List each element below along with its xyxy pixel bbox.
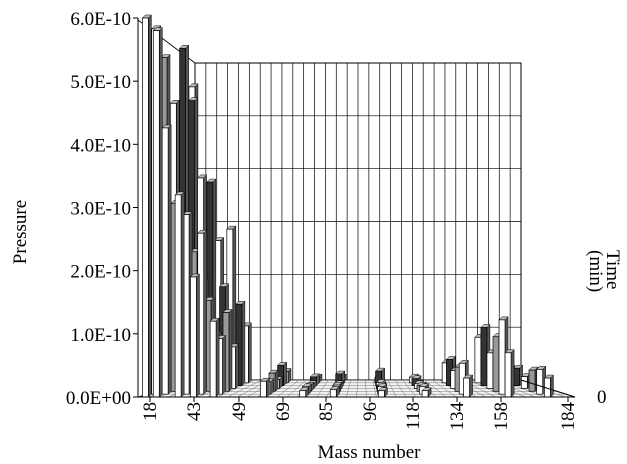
bar-m28-r1 (161, 127, 169, 395)
bar-side-m158-r0 (510, 349, 515, 398)
y-axis-title: Pressure (10, 200, 31, 264)
bar-m49-r0 (209, 320, 217, 398)
bar-m43-r0 (174, 194, 182, 398)
x-tick-labels: 18 43 49 69 85 96 118 134 158 184 (140, 397, 579, 431)
bars-layer (141, 14, 555, 398)
bar-side-m69-r2 (274, 369, 279, 392)
x-axis-title: Mass number (318, 442, 422, 463)
bar-m158-r2 (492, 336, 500, 392)
y-tick-labels: 0.0E+00 1.0E-10 2.0E-10 3.0E-10 4.0E-10 5.0E-… (66, 9, 138, 409)
bar-m158-r5 (474, 336, 482, 384)
x-tick-label: 184 (558, 402, 579, 431)
z-axis-tick-label: 0 (597, 387, 607, 408)
bar-side-m49-r5 (248, 322, 252, 384)
x-tick-label: 96 (360, 402, 381, 421)
bar-side-m18-r0 (148, 14, 152, 398)
bar-side-m44-r1 (203, 229, 207, 395)
bar-m158-r1 (498, 319, 506, 395)
bar-side-m49-r3 (235, 343, 239, 390)
y-tick-label: 1.0E-10 (70, 325, 131, 346)
bar-m152-r0 (463, 377, 470, 398)
x-tick-label: 85 (316, 402, 337, 421)
bar-m118-r0 (378, 390, 385, 398)
bar-side-m49-r4 (241, 300, 246, 387)
x-tick-label: 118 (403, 402, 424, 430)
bar-side-m69-r4 (283, 361, 287, 387)
z-axis-line (520, 379, 576, 398)
z-axis-title-line2: (min) (585, 250, 606, 292)
bar-side-m184-r0 (550, 374, 554, 398)
y-tick-label: 4.0E-10 (70, 135, 131, 156)
bar-m184-r1 (536, 369, 544, 395)
bar-m96-r0 (329, 389, 337, 398)
bar-side-m28-r0 (159, 27, 163, 398)
bar-side-m49-r0 (215, 317, 220, 398)
bar-m18-r0 (142, 17, 149, 398)
x-tick-label: 49 (229, 402, 250, 421)
z-axis-title-line1: Time (602, 250, 623, 289)
bar-m85-r0 (299, 390, 307, 398)
bar-m184-r2 (528, 369, 536, 392)
bar-m134-r0 (421, 390, 429, 398)
bar-m69-r0 (260, 380, 267, 398)
bar-side-m28-r1 (167, 124, 172, 395)
bar-m184-r3 (520, 376, 528, 389)
bar-m158-r3 (486, 352, 494, 389)
y-tick-label: 5.0E-10 (70, 72, 131, 93)
bar-side-m152-r0 (469, 374, 473, 398)
x-tick-label: 134 (447, 402, 468, 431)
x-tick-label: 18 (140, 402, 161, 421)
bar-m28-r0 (152, 30, 160, 398)
y-tick-label: 6.0E-10 (70, 9, 131, 30)
bar-m158-r0 (504, 352, 512, 398)
bar-side-m49-r2 (228, 308, 233, 392)
bar-m158-r4 (480, 327, 488, 387)
y-tick-label: 2.0E-10 (70, 262, 131, 283)
y-tick-label: 0.0E+00 (66, 388, 131, 409)
x-tick-label: 158 (491, 402, 512, 431)
bar-side-m49-r1 (222, 334, 226, 395)
x-tick-label: 43 (184, 402, 205, 421)
bar-m184-r4 (513, 367, 520, 387)
x-tick-label: 69 (273, 402, 294, 421)
bar-side-m44-r0 (196, 273, 200, 398)
y-tick-label: 3.0E-10 (70, 199, 131, 220)
bar-m44-r0 (190, 276, 197, 398)
bar-side-m43-r0 (180, 191, 185, 398)
